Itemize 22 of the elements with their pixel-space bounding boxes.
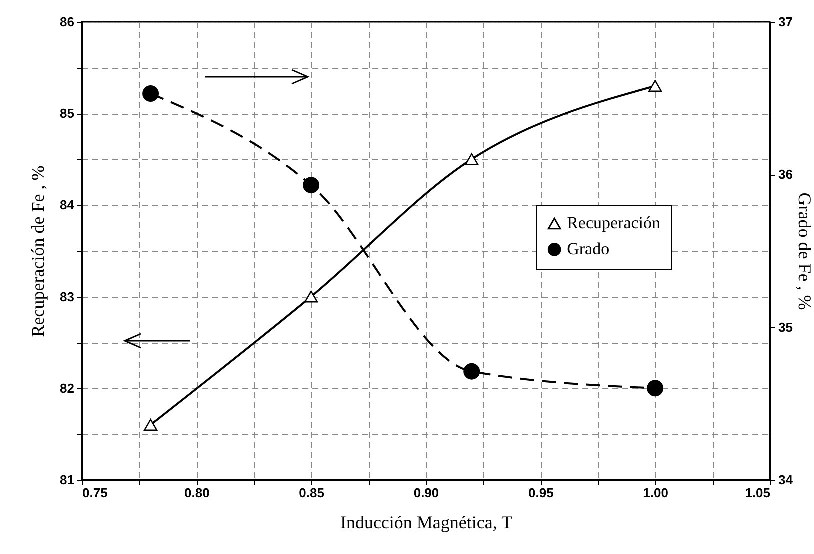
x-tick-label: 1.05: [745, 486, 770, 500]
y2-tick-label: 36: [778, 167, 793, 182]
x-axis-title: Inducción Magnética, T: [340, 512, 513, 532]
y2-tick-label: 34: [778, 472, 794, 488]
y2-tick-label: 35: [778, 320, 793, 335]
y-tick-label: 85: [60, 106, 74, 122]
y-tick-label: 86: [60, 14, 74, 30]
y2-axis-title: Grado de Fe , %: [794, 192, 814, 310]
x-tick-label: 0.95: [528, 486, 554, 500]
y-tick-label: 81: [60, 472, 74, 488]
x-tick-label: 0.80: [184, 486, 210, 500]
y-tick-label: 84: [60, 198, 76, 213]
x-tick-label: 1.00: [643, 486, 668, 500]
y-axis-title: Recuperación de Fe , %: [28, 166, 48, 338]
legend-label: Grado: [567, 240, 610, 259]
legend-label: Recuperación: [567, 214, 662, 233]
x-tick-label: 0.90: [414, 486, 440, 500]
y-tick-label: 83: [60, 289, 74, 304]
y-tick-label: 82: [60, 380, 74, 396]
x-tick-label: 0.75: [82, 486, 108, 500]
x-tick-label: 0.85: [299, 486, 324, 500]
y2-tick-label: 37: [778, 14, 793, 30]
